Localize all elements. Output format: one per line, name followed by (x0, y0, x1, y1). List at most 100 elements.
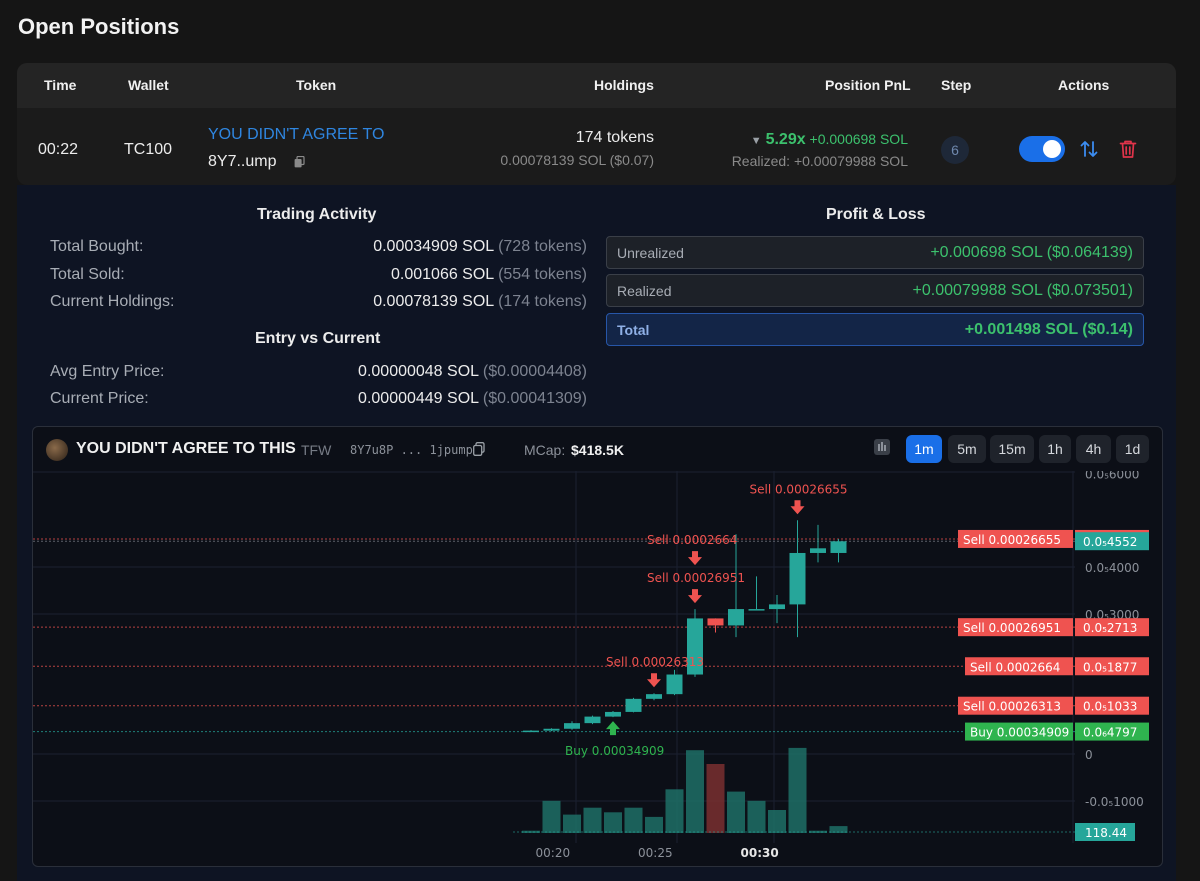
volume-bar (829, 826, 848, 833)
header-time[interactable]: Time (44, 77, 77, 93)
y-axis-tick-label: 0.0₅6000 (1085, 471, 1139, 482)
order-tag-label: Sell 0.0002664 (970, 660, 1060, 674)
header-token[interactable]: Token (296, 77, 337, 93)
current-holdings-label: Current Holdings: (50, 293, 175, 310)
price-tag (1075, 618, 1149, 637)
price-tag-label: 0.0₅1877 (1083, 660, 1137, 674)
candle-body (748, 609, 765, 611)
volume-bar (624, 807, 643, 833)
copy-icon[interactable] (294, 156, 305, 168)
price-tag-label: 0.0₅2713 (1083, 621, 1137, 635)
table-header: Time Wallet Token Holdings Position PnL … (17, 63, 1176, 108)
page-title: Open Positions (18, 14, 180, 39)
sell-marker-label: Sell 0.00026951 (647, 571, 745, 585)
profit-loss-title: Profit & Loss (826, 206, 926, 223)
token-address: 8Y7..ump (208, 153, 277, 170)
holdings-tokens: 174 tokens (575, 129, 654, 146)
x-axis-tick-label: 00:30 (741, 846, 779, 860)
timeframe-1h[interactable]: 1h (1039, 435, 1071, 463)
current-price-value: 0.00000449 SOL ($0.00041309) (358, 390, 587, 407)
total-bought-label: Total Bought: (50, 238, 144, 255)
candle-body (666, 674, 683, 695)
x-axis-tick-label: 00:20 (536, 846, 571, 860)
sell-arrow-icon (688, 551, 702, 566)
total-bought-value: 0.00034909 SOL (728 tokens) (373, 238, 587, 255)
trading-activity-title: Trading Activity (257, 206, 377, 223)
order-tag-label: Sell 0.00026951 (963, 621, 1061, 635)
timeframe-1m[interactable]: 1m (906, 435, 942, 463)
mcap-label: MCap: (524, 442, 566, 458)
row-time: 00:22 (38, 141, 79, 158)
chart-header: YOU DIDN'T AGREE TO THIS TFW 8Y7u8P ... … (33, 427, 1162, 471)
volume-tag (1075, 823, 1135, 841)
candle-body (523, 730, 539, 733)
step-badge: 6 (941, 136, 969, 164)
token-avatar (46, 439, 68, 461)
candle-body (789, 552, 806, 605)
chart-token-symbol: TFW (301, 442, 332, 458)
pnl-realized: Realized: +0.00079988 SOL (731, 153, 908, 169)
order-tag-label: Sell 0.00026655 (963, 533, 1061, 547)
unrealized-row: Unrealized +0.000698 SOL ($0.064139) (606, 236, 1144, 269)
table-row[interactable]: 00:22 TC100 YOU DIDN'T AGREE TO 8Y7..ump… (17, 108, 1176, 185)
order-tag (965, 722, 1073, 741)
total-value: +0.001498 SOL ($0.14) (964, 321, 1133, 338)
volume-bar (563, 814, 581, 833)
y-axis-tick-label: 0 (1085, 748, 1093, 762)
chart-token-name: YOU DIDN'T AGREE TO THIS (76, 440, 296, 457)
header-wallet[interactable]: Wallet (128, 77, 169, 93)
x-axis-tick-label: 00:25 (638, 846, 673, 860)
realized-label: Realized (617, 283, 672, 299)
candle-body (584, 716, 601, 724)
candle-body (810, 548, 826, 553)
copy-address-icon[interactable] (473, 442, 485, 456)
candle-body (605, 711, 621, 717)
candle-body (830, 541, 847, 553)
order-tag (958, 618, 1073, 637)
timeframe-5m[interactable]: 5m (948, 435, 986, 463)
indicators-icon[interactable] (874, 439, 890, 455)
trash-icon[interactable] (1119, 139, 1137, 159)
volume-bar (768, 810, 786, 833)
price-tag-label: 0.0₅1033 (1083, 700, 1137, 714)
candle-body (543, 728, 560, 731)
volume-bar (542, 800, 561, 833)
y-axis-tick-label: 0.0₅4000 (1085, 561, 1139, 575)
sell-arrow-icon (647, 673, 661, 688)
holdings-value: 0.00078139 SOL ($0.07) (500, 152, 654, 168)
avg-entry-label: Avg Entry Price: (50, 363, 165, 380)
sell-marker-label: Sell 0.00026655 (750, 482, 848, 496)
header-pnl[interactable]: Position PnL (825, 77, 911, 93)
timeframe-4h[interactable]: 4h (1076, 435, 1111, 463)
price-tag (1075, 657, 1149, 676)
swap-icon[interactable] (1079, 139, 1099, 159)
current-price-label: Current Price: (50, 390, 149, 407)
buy-marker-label: Buy 0.00034909 (565, 744, 664, 758)
auto-toggle[interactable] (1019, 136, 1065, 162)
realized-row: Realized +0.00079988 SOL ($0.073501) (606, 274, 1144, 307)
volume-bar (706, 764, 725, 833)
pnl-summary: ▼ 5.29x +0.000698 SOL (751, 131, 908, 149)
token-name-link[interactable]: YOU DIDN'T AGREE TO (208, 126, 385, 143)
header-step[interactable]: Step (941, 77, 972, 93)
total-label: Total (617, 322, 650, 338)
candle-body (625, 698, 642, 712)
header-holdings[interactable]: Holdings (594, 77, 654, 93)
volume-bar (727, 791, 745, 833)
y-axis-tick-label: -0.0₅1000 (1085, 795, 1144, 809)
caret-down-icon[interactable]: ▼ (750, 135, 762, 147)
total-sold-value: 0.001066 SOL (554 tokens) (391, 266, 587, 283)
price-chart-card: YOU DIDN'T AGREE TO THIS TFW 8Y7u8P ... … (32, 426, 1163, 867)
order-tag (958, 696, 1073, 715)
row-wallet: TC100 (124, 141, 173, 158)
order-tag-label: Sell 0.00026313 (963, 700, 1061, 714)
volume-bar (665, 789, 684, 833)
timeframe-1d[interactable]: 1d (1116, 435, 1149, 463)
price-tag (1075, 532, 1149, 551)
order-tag (965, 657, 1073, 676)
volume-tag-label: 118.44 (1085, 826, 1127, 840)
timeframe-15m[interactable]: 15m (990, 435, 1034, 463)
sell-marker-label: Sell 0.0002664 (647, 533, 737, 547)
volume-bar (686, 750, 704, 833)
